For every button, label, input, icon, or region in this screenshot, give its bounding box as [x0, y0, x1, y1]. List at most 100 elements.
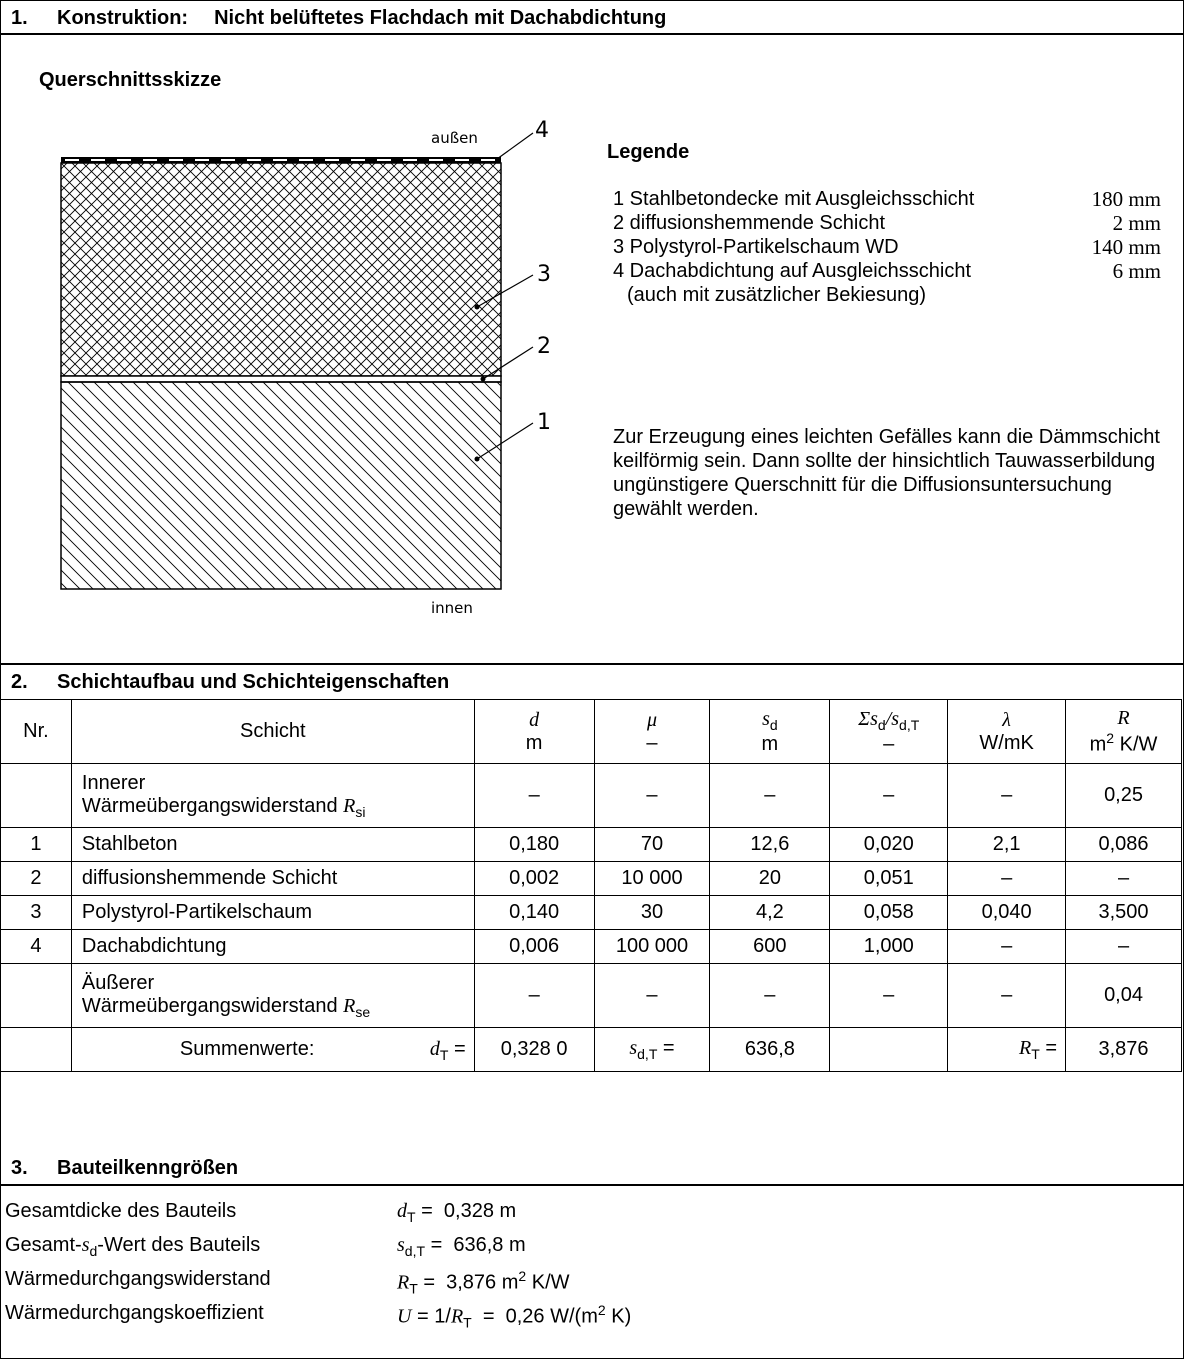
cell-schicht: Polystyrol-Partikelschaum [70, 895, 475, 930]
section-layers: 2. Schichtaufbau und Schichteigenschaften… [0, 665, 1183, 1072]
sum-RT: 3,876 [1065, 1027, 1182, 1072]
cell-lambda: 0,040 [947, 895, 1067, 930]
legend-item: (auch mit zusätzlicher Bekiesung) [627, 283, 1175, 307]
cell-sd: 12,6 [709, 827, 831, 862]
cell-nr: 4 [0, 929, 72, 964]
cell-d: – [473, 963, 595, 1028]
layer2-vapour-barrier [60, 375, 502, 383]
property-row: Gesamt-sd-Wert des Bauteils sd,T = 636,8… [1, 1228, 1183, 1262]
sum-dT-symbol: dT = [429, 1038, 466, 1063]
layer3-insulation [60, 162, 502, 377]
table-row: 2 diffusionshemmende Schicht 0,002 10 00… [0, 861, 1182, 896]
cell-lambda: – [947, 963, 1067, 1028]
property-value: sd,T = 636,8 m [397, 1234, 526, 1259]
cell-nr: 2 [0, 861, 72, 896]
sum-row: Summenwerte: dT = 0,328 0 sd,T = 636,8 R… [0, 1027, 1182, 1072]
sum-label: Summenwerte: [179, 1038, 315, 1060]
cell-sd: 20 [709, 861, 831, 896]
cell-sd: 600 [709, 929, 831, 964]
cell-mu: 100 000 [593, 929, 711, 964]
section1-title: Nicht belüftetes Flachdach mit Dachabdic… [214, 7, 667, 29]
cell-d: 0,140 [473, 895, 595, 930]
legend-item: 2 diffusionshemmende Schicht 2 mm [613, 211, 1161, 235]
cell-nr [0, 963, 72, 1028]
property-row: Wärmedurchgangswiderstand RT = 3,876 m2 … [1, 1262, 1183, 1297]
cell-ratio: – [829, 763, 949, 828]
sum-sdT-symbol: sd,T = [593, 1027, 711, 1072]
legend-text: 2 diffusionshemmende Schicht [613, 212, 886, 234]
marker-1: 1 [537, 410, 551, 435]
legend-value: 140 mm [1091, 235, 1161, 259]
leader-4 [496, 132, 534, 160]
cell-ratio: – [829, 963, 949, 1028]
cell-r: 0,25 [1065, 763, 1182, 828]
sketch-heading: Querschnittsskizze [39, 69, 222, 91]
sum-empty [829, 1027, 949, 1072]
cell-mu: 10 000 [593, 861, 711, 896]
cell-lambda: – [947, 763, 1067, 828]
cross-section-sketch: außen innen 4 3 2 1 [60, 118, 551, 617]
dot-3 [474, 304, 480, 310]
cell-lambda: – [947, 929, 1067, 964]
leader-1 [476, 422, 534, 460]
cell-ratio: 0,051 [829, 861, 949, 896]
property-row: Wärmedurchgangskoeffizient U = 1/RT = 0,… [1, 1296, 1183, 1331]
section1-number: 1. [11, 7, 28, 29]
marker-2: 2 [537, 334, 551, 359]
label-outside: außen [431, 129, 478, 147]
cell-sd: – [709, 963, 831, 1028]
label-inside: innen [431, 599, 473, 617]
property-value: U = 1/RT = 0,26 W/(m2 K) [397, 1302, 632, 1331]
cell-ratio: 0,020 [829, 827, 949, 862]
cell-r: 0,086 [1065, 827, 1182, 862]
section2-header: 2. Schichtaufbau und Schichteigenschaften [1, 665, 1183, 699]
cell-nr: 1 [0, 827, 72, 862]
marker-3: 3 [537, 262, 551, 287]
cell-d: 0,180 [473, 827, 595, 862]
table-row: 4 Dachabdichtung 0,006 100 000 600 1,000… [0, 929, 1182, 964]
legend-value: 6 mm [1112, 259, 1161, 283]
cell-nr [0, 763, 72, 828]
col-lambda: λ W/mK [947, 699, 1067, 764]
cell-d: 0,006 [473, 929, 595, 964]
legend-title: Legende [607, 141, 690, 163]
section1-label: Konstruktion: [57, 7, 189, 29]
legend-value: 2 mm [1112, 211, 1161, 235]
cell-ratio: 0,058 [829, 895, 949, 930]
cell-mu: – [593, 763, 711, 828]
section-construction: 1. Konstruktion: Nicht belüftetes Flachdac… [1, 1, 1183, 665]
legend-value: 180 mm [1091, 187, 1161, 211]
section-properties: 3. Bauteilkenngrößen Gesamtdicke des Baut… [1, 1150, 1183, 1331]
cell-schicht: diffusionshemmende Schicht [70, 861, 475, 896]
cell-sd: – [709, 763, 831, 828]
cell-lambda: – [947, 861, 1067, 896]
cell-schicht: Äußerer Wärmeübergangswiderstand Rse [70, 963, 475, 1028]
leader-3 [476, 274, 534, 308]
cell-d: 0,002 [473, 861, 595, 896]
sum-dT: 0,328 0 [473, 1027, 595, 1072]
cell-mu: – [593, 963, 711, 1028]
legend-text: 4 Dachabdichtung auf Ausgleichsschicht [613, 260, 972, 282]
cell-ratio: 1,000 [829, 929, 949, 964]
property-value: RT = 3,876 m2 K/W [397, 1268, 570, 1297]
col-sd: sd m [709, 699, 831, 764]
marker-4: 4 [535, 118, 549, 143]
cell-schicht: Dachabdichtung [70, 929, 475, 964]
dot-2 [480, 376, 486, 382]
legend-item: 4 Dachabdichtung auf Ausgleichsschicht 6 … [613, 259, 1161, 283]
legend-item: 1 Stahlbetondecke mit Ausgleichsschicht 1… [613, 187, 1161, 211]
col-ratio: Σsd/sd,T – [829, 699, 949, 764]
slope-note: Zur Erzeugung eines leichten Gefälles ka… [613, 426, 1160, 520]
property-row: Gesamtdicke des Bauteils dT = 0,328 m [1, 1194, 1183, 1228]
legend-text: (auch mit zusätzlicher Bekiesung) [627, 284, 927, 306]
section1-header: 1. Konstruktion: Nicht belüftetes Flachdac… [1, 1, 1183, 35]
cell-mu: 70 [593, 827, 711, 862]
cell-mu: 30 [593, 895, 711, 930]
cell-lambda: 2,1 [947, 827, 1067, 862]
col-nr: Nr. [0, 699, 72, 764]
property-label: Gesamtdicke des Bauteils [5, 1200, 237, 1222]
